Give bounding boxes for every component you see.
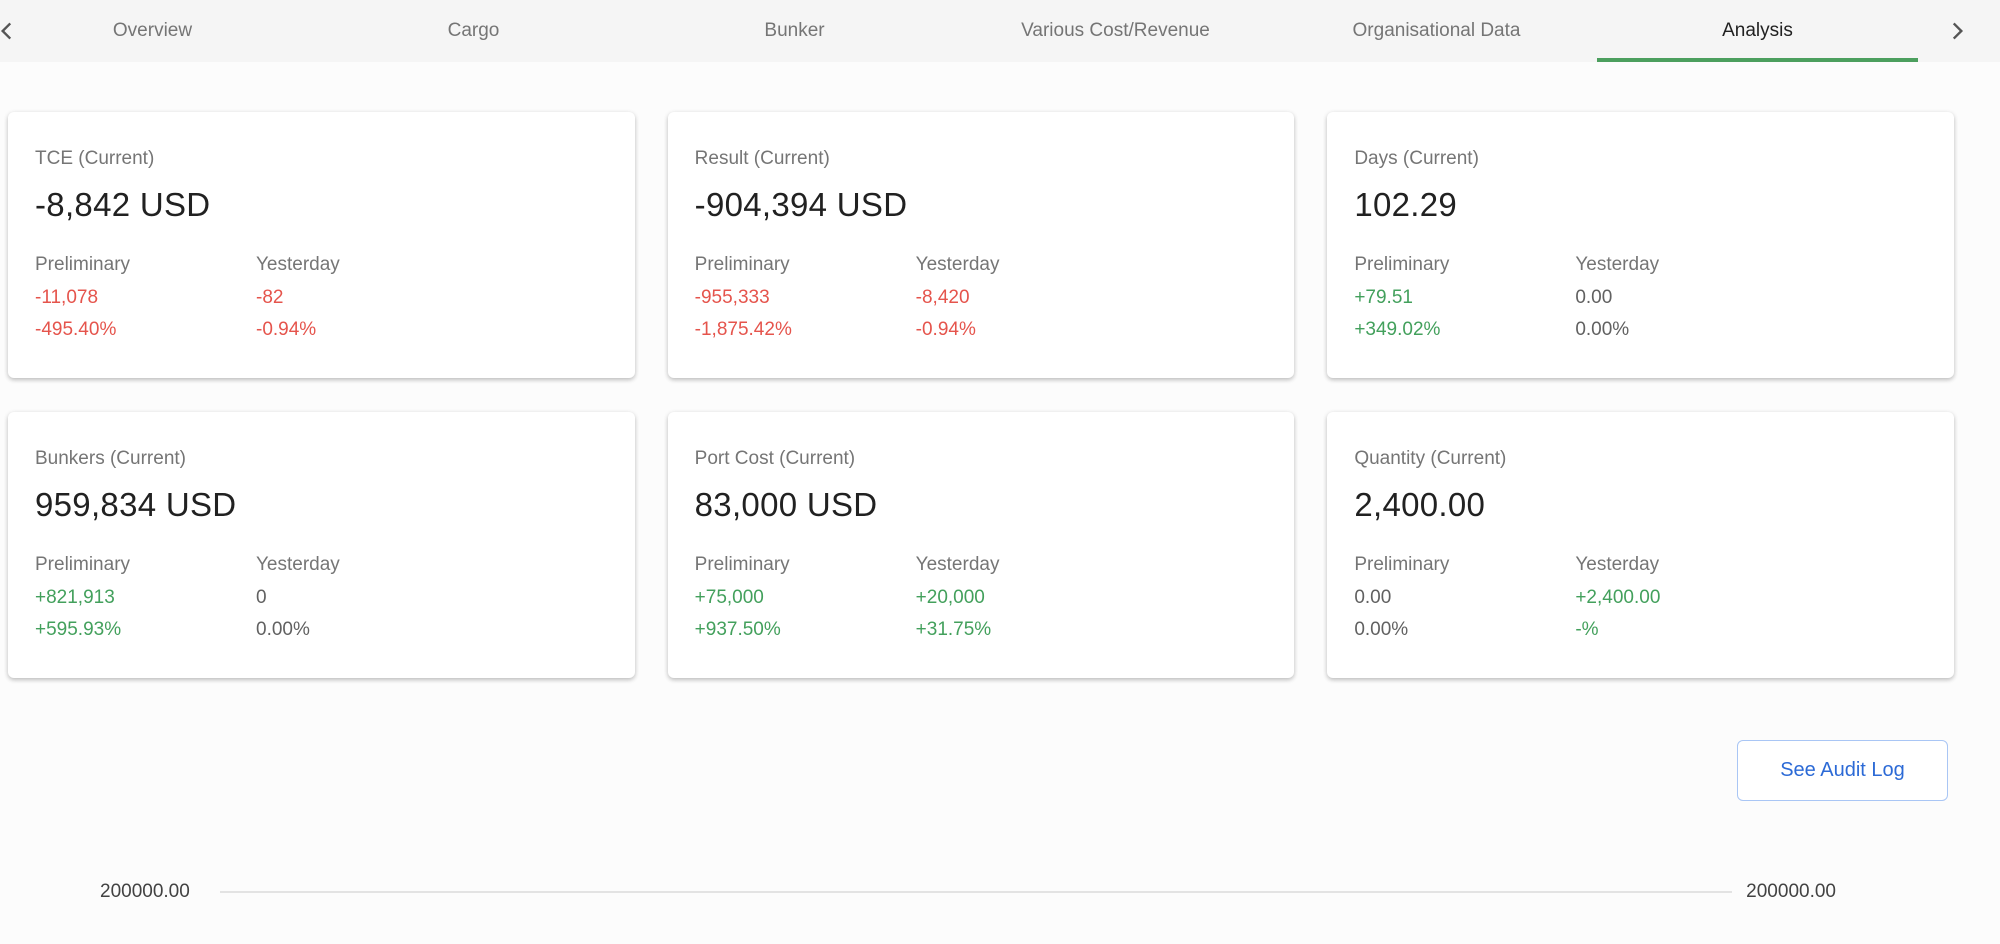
yesterday-label: Yesterday — [915, 554, 1000, 575]
preliminary-column: Preliminary +79.51 +349.02% — [1354, 254, 1575, 341]
yesterday-value: 0 — [256, 587, 267, 608]
card-current-value: 83,000 USD — [694, 486, 878, 523]
preliminary-value: +821,913 — [35, 587, 115, 608]
preliminary-percent: +595.93% — [35, 619, 122, 640]
yesterday-column: Yesterday -8,420 -0.94% — [916, 254, 1265, 341]
chevron-right-icon[interactable] — [1940, 14, 1974, 48]
yesterday-percent: 0.00% — [1575, 319, 1630, 340]
card-current-value: 959,834 USD — [35, 486, 237, 523]
yesterday-value: 0.00 — [1575, 287, 1613, 308]
card-current-value: -8,842 USD — [35, 186, 211, 223]
preliminary-value: +79.51 — [1354, 287, 1413, 308]
metric-card-quantity: Quantity (Current) 2,400.00 Preliminary … — [1327, 412, 1954, 678]
yesterday-percent: 0.00% — [256, 619, 310, 640]
preliminary-label: Preliminary — [694, 554, 790, 575]
preliminary-label: Preliminary — [35, 254, 131, 275]
preliminary-label: Preliminary — [694, 254, 790, 275]
gauge-axis: 200000.00 200000.00 — [100, 881, 1836, 903]
metric-card-tce: TCE (Current) -8,842 USD Preliminary -11… — [8, 112, 635, 378]
card-delta-columns: Preliminary -11,078 -495.40% Yesterday -… — [35, 254, 605, 341]
yesterday-value: -8,420 — [915, 287, 970, 308]
yesterday-percent: -% — [1575, 619, 1599, 640]
preliminary-percent: -495.40% — [35, 319, 117, 340]
tab-strip: Overview Cargo Bunker Various Cost/Reven… — [0, 0, 1918, 62]
chevron-left-icon[interactable] — [0, 14, 24, 48]
card-current-value: 102.29 — [1354, 186, 1458, 223]
preliminary-value: -955,333 — [694, 287, 770, 308]
yesterday-label: Yesterday — [256, 254, 340, 275]
preliminary-column: Preliminary -11,078 -495.40% — [35, 254, 256, 341]
yesterday-value: -82 — [256, 287, 284, 308]
preliminary-percent: 0.00% — [1354, 619, 1409, 640]
card-current-value: 2,400.00 — [1354, 486, 1486, 523]
card-title: Bunkers (Current) — [35, 448, 186, 469]
tab-analysis[interactable]: Analysis — [1597, 0, 1918, 62]
metric-cards-grid: TCE (Current) -8,842 USD Preliminary -11… — [0, 62, 2000, 678]
yesterday-percent: -0.94% — [915, 319, 976, 340]
see-audit-log-button[interactable]: See Audit Log — [1737, 740, 1948, 801]
preliminary-column: Preliminary +75,000 +937.50% — [695, 554, 916, 641]
card-delta-columns: Preliminary +821,913 +595.93% Yesterday … — [35, 554, 605, 641]
card-title: Port Cost (Current) — [694, 448, 856, 469]
yesterday-label: Yesterday — [1575, 554, 1660, 575]
preliminary-value: +75,000 — [694, 587, 764, 608]
tab-organisational-data[interactable]: Organisational Data — [1352, 20, 1521, 41]
card-current-value: -904,394 USD — [694, 186, 908, 223]
yesterday-value: +20,000 — [915, 587, 985, 608]
card-title: TCE (Current) — [35, 148, 155, 169]
yesterday-percent: -0.94% — [256, 319, 317, 340]
yesterday-value: +2,400.00 — [1575, 587, 1661, 608]
card-title: Quantity (Current) — [1354, 448, 1507, 469]
tab-bunker[interactable]: Bunker — [764, 20, 825, 41]
tab-various-cost-revenue[interactable]: Various Cost/Revenue — [1021, 20, 1210, 41]
gauge-left-value: 200000.00 — [100, 881, 190, 902]
yesterday-column: Yesterday +20,000 +31.75% — [916, 554, 1265, 641]
preliminary-value: 0.00 — [1354, 587, 1392, 608]
preliminary-column: Preliminary +821,913 +595.93% — [35, 554, 256, 641]
metric-card-bunkers: Bunkers (Current) 959,834 USD Preliminar… — [8, 412, 635, 678]
gauge-axis-line — [219, 891, 1733, 893]
preliminary-percent: +349.02% — [1354, 319, 1441, 340]
card-delta-columns: Preliminary 0.00 0.00% Yesterday +2,400.… — [1354, 554, 1924, 641]
yesterday-percent: +31.75% — [915, 619, 992, 640]
preliminary-percent: -1,875.42% — [694, 319, 792, 340]
tab-cargo[interactable]: Cargo — [447, 20, 500, 41]
card-delta-columns: Preliminary +75,000 +937.50% Yesterday +… — [695, 554, 1265, 641]
card-title: Days (Current) — [1354, 148, 1479, 169]
preliminary-percent: +937.50% — [694, 619, 781, 640]
preliminary-label: Preliminary — [1354, 254, 1450, 275]
tab-bar: Overview Cargo Bunker Various Cost/Reven… — [0, 0, 2000, 62]
card-delta-columns: Preliminary -955,333 -1,875.42% Yesterda… — [695, 254, 1265, 341]
gauge-right-value: 200000.00 — [1746, 881, 1836, 902]
preliminary-label: Preliminary — [1354, 554, 1450, 575]
metric-card-days: Days (Current) 102.29 Preliminary +79.51… — [1327, 112, 1954, 378]
yesterday-label: Yesterday — [1575, 254, 1660, 275]
preliminary-column: Preliminary -955,333 -1,875.42% — [695, 254, 916, 341]
tab-overview[interactable]: Overview — [112, 20, 193, 41]
yesterday-column: Yesterday +2,400.00 -% — [1575, 554, 1924, 641]
card-delta-columns: Preliminary +79.51 +349.02% Yesterday 0.… — [1354, 254, 1924, 341]
preliminary-column: Preliminary 0.00 0.00% — [1354, 554, 1575, 641]
yesterday-column: Yesterday 0 0.00% — [256, 554, 605, 641]
yesterday-label: Yesterday — [915, 254, 1000, 275]
metric-card-result: Result (Current) -904,394 USD Preliminar… — [667, 112, 1295, 378]
yesterday-column: Yesterday 0.00 0.00% — [1575, 254, 1924, 341]
card-title: Result (Current) — [694, 148, 830, 169]
preliminary-value: -11,078 — [35, 287, 99, 308]
metric-card-port-cost: Port Cost (Current) 83,000 USD Prelimina… — [667, 412, 1295, 678]
preliminary-label: Preliminary — [35, 554, 131, 575]
yesterday-label: Yesterday — [256, 554, 340, 575]
yesterday-column: Yesterday -82 -0.94% — [256, 254, 605, 341]
